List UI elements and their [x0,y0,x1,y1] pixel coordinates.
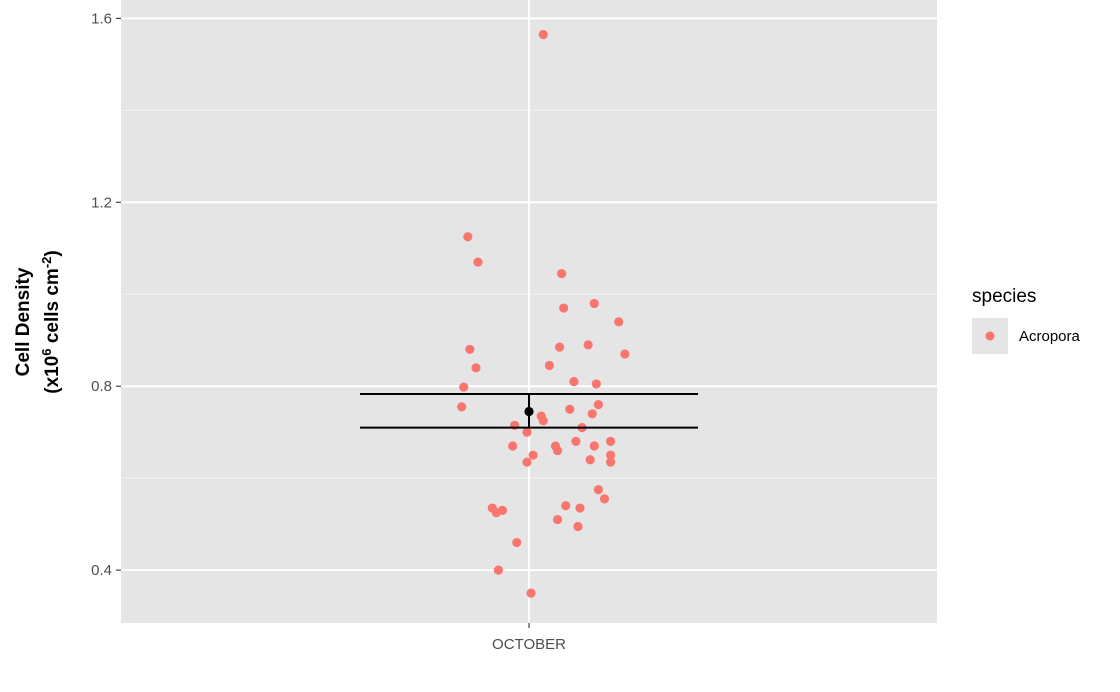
data-point [587,409,597,419]
major-gridlines [121,0,937,623]
y-tick-label: 0.4 [91,562,112,579]
data-point [538,29,548,40]
data-point [512,537,522,548]
data-point [599,494,610,504]
data-point [593,485,603,495]
data-point [526,588,536,598]
mean-errorbar [360,393,698,429]
data-point [569,377,579,387]
data-point [589,441,599,451]
data-point [538,416,548,426]
data-point [459,382,469,392]
y-axis-title-sup2: -2 [39,257,54,269]
legend-label-acropora: Acropora [1019,328,1081,345]
data-point [522,427,532,437]
data-point [620,349,630,359]
data-point [614,317,624,327]
data-point [591,379,601,389]
data-point [606,450,616,460]
data-point [573,521,583,532]
data-point [463,232,473,242]
y-tick-label: 1.6 [91,10,112,27]
data-point [493,565,503,575]
y-tick-label: 0.8 [91,378,112,395]
legend-key-dot [985,331,995,341]
data-point [593,400,603,410]
data-point [555,342,565,352]
data-point [606,436,616,446]
data-point [557,268,567,279]
data-point [544,360,555,371]
y-axis-title-suffix: ) [42,250,63,256]
data-points [457,29,630,598]
y-axis-title-sup1: 6 [39,348,54,355]
data-point [528,450,538,460]
y-tick-label: 1.2 [91,194,112,211]
legend: species Acropora [972,286,1081,354]
data-point [606,457,616,467]
data-point [589,298,599,309]
y-axis-title-line1: Cell Density [13,267,34,376]
data-point [522,457,532,467]
data-point [571,436,581,446]
data-point [559,303,569,313]
x-axis: OCTOBER [492,623,566,653]
data-point [561,501,571,511]
y-axis-title-prefix: (x10 [42,356,63,394]
data-point [457,402,467,412]
x-tick-label: OCTOBER [492,636,566,653]
data-point [508,441,518,451]
data-point [552,514,563,525]
data-point [583,340,593,350]
mean-point [524,406,534,417]
data-point [585,455,595,465]
data-point [552,445,563,456]
y-axis-title-mid: cells cm [42,268,63,348]
data-point [465,344,475,355]
data-point [565,404,575,414]
data-point [491,508,501,518]
data-point [471,363,481,373]
legend-title: species [972,286,1036,307]
data-point [575,503,585,513]
data-point [473,257,483,267]
y-axis: 0.4 0.8 1.2 1.6 [91,10,121,579]
y-axis-title-line2: (x106 cells cm-2) [39,250,63,393]
